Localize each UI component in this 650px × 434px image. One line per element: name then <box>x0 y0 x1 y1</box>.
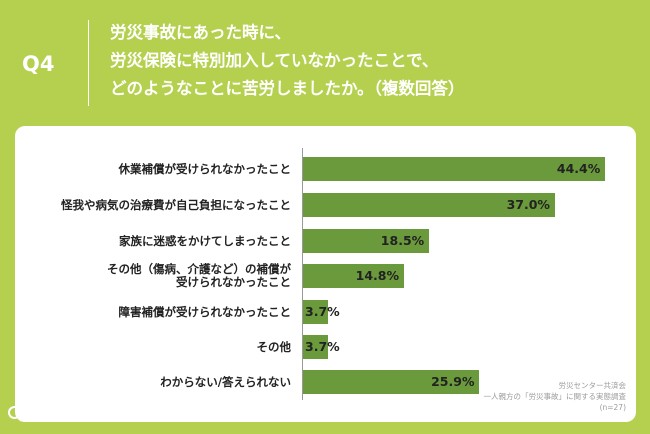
bar <box>303 335 329 359</box>
category-label-line: 障害補償が受けられなかったこと <box>118 304 292 319</box>
header-divider <box>88 20 89 106</box>
category-label-line: 家族に迷惑をかけてしまったこと <box>118 233 291 248</box>
category-label: その他 <box>256 339 292 354</box>
category-label-line: その他（傷病、介護など）の補償が <box>107 262 291 276</box>
category-label-line: 受けられなかったこと <box>176 275 291 289</box>
category-label-line: 休業補償が受けられなかったこと <box>118 161 292 176</box>
source-note: 労災センター共済会 一人親方の「労災事故」に関する実態調査 (n=27) <box>484 380 627 413</box>
question-title-line-3: どのようなことに苦労しましたか。（複数回答） <box>110 79 465 98</box>
value-label: 18.5% <box>380 233 425 248</box>
category-label: わからない/答えられない <box>160 374 291 389</box>
value-label: 3.7% <box>305 339 340 354</box>
category-label: その他（傷病、介護など）の補償が 受けられなかったこと <box>107 263 291 289</box>
bar <box>303 300 329 324</box>
source-line-1: 労災センター共済会 <box>558 381 627 390</box>
question-title: 労災事故にあった時に、 労災保険に特別加入していなかったことで、 どのようなこと… <box>110 19 464 103</box>
brand-logo-text: リサピー <box>25 405 71 419</box>
source-line-2: 一人親方の「労災事故」に関する実態調査 <box>483 392 627 401</box>
source-line-3: (n=27) <box>599 403 626 412</box>
value-label: 37.0% <box>506 197 550 212</box>
chart-axis <box>302 148 303 400</box>
bar <box>303 193 555 217</box>
brand-logo: リサピー <box>8 404 71 420</box>
category-label-line: その他 <box>256 339 292 354</box>
question-number: Q4 <box>22 52 55 76</box>
value-label: 14.8% <box>355 268 399 283</box>
value-label: 25.9% <box>431 374 475 389</box>
category-label: 障害補償が受けられなかったこと <box>118 304 292 319</box>
category-label: 怪我や病気の治療費が自己負担になったこと <box>61 197 291 212</box>
bar <box>303 370 480 394</box>
question-title-line-2: 労災保険に特別加入していなかったことで、 <box>110 51 439 70</box>
category-label: 家族に迷惑をかけてしまったこと <box>118 233 291 248</box>
value-label: 44.4% <box>556 161 601 176</box>
header: Q4 労災事故にあった時に、 労災保険に特別加入していなかったことで、 どのよう… <box>0 0 650 124</box>
bar <box>303 157 605 181</box>
value-label: 3.7% <box>305 304 340 319</box>
category-label-line: わからない/答えられない <box>160 374 291 389</box>
category-label-line: 怪我や病気の治療費が自己負担になったこと <box>61 197 291 212</box>
bar <box>303 229 429 253</box>
bar <box>303 264 404 288</box>
question-title-line-1: 労災事故にあった時に、 <box>110 23 292 42</box>
search-icon <box>8 405 21 419</box>
category-label: 休業補償が受けられなかったこと <box>118 161 292 176</box>
